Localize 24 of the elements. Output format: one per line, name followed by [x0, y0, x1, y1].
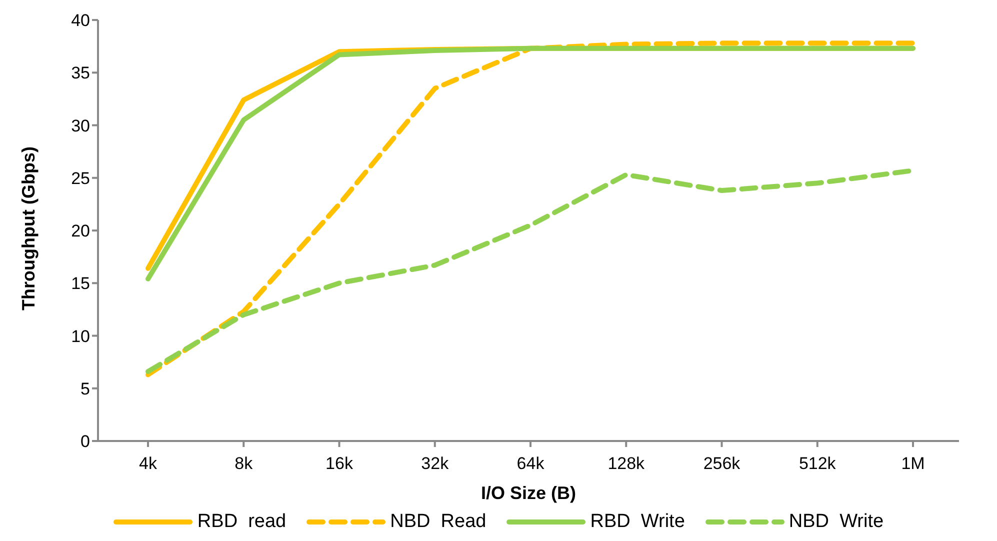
y-tick-label: 10 [71, 326, 90, 346]
x-tick-label: 8k [234, 454, 254, 474]
x-tick-label: 256k [703, 454, 741, 474]
y-tick-label: 5 [80, 379, 90, 398]
x-axis-title: I/O Size (B) [480, 483, 576, 503]
legend-label: NBD Read [390, 511, 486, 533]
x-tick-label: 1M [901, 454, 925, 474]
y-tick-label: 35 [71, 64, 90, 83]
x-tick-label: 4k [139, 454, 158, 474]
y-tick-label: 40 [71, 11, 90, 30]
y-tick-label: 20 [71, 222, 90, 241]
x-tick-label: 512k [798, 454, 836, 474]
legend-label: NBD Write [788, 511, 884, 533]
y-axis-title: Throughput (Gbps) [18, 146, 38, 310]
y-tick-label: 25 [71, 168, 90, 188]
y-tick-label: 30 [71, 116, 90, 136]
y-tick-label: 0 [80, 432, 90, 452]
legend-label: RBD Write [590, 511, 685, 533]
x-tick-label: 16k [326, 454, 354, 474]
y-tick-label: 15 [71, 274, 90, 294]
legend-label: RBD read [197, 511, 286, 533]
x-tick-label: 32k [421, 454, 450, 474]
x-tick-label: 64k [516, 454, 545, 474]
x-tick-label: 128k [608, 454, 646, 474]
